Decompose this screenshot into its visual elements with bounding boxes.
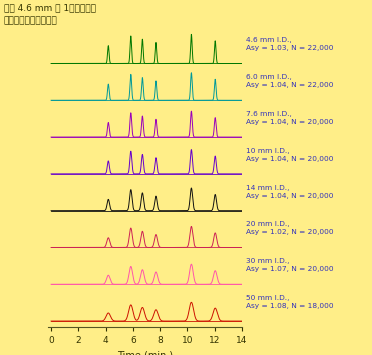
Text: 内径 4.6 mm を 1とした時の
サンプル負荷量の比較: 内径 4.6 mm を 1とした時の サンプル負荷量の比較	[4, 4, 96, 25]
Text: 7.6 mm I.D.,
Asy = 1.04, N = 20,000: 7.6 mm I.D., Asy = 1.04, N = 20,000	[246, 111, 333, 125]
Text: 50 mm I.D.,
Asy = 1.08, N = 18,000: 50 mm I.D., Asy = 1.08, N = 18,000	[246, 295, 333, 309]
Text: 4.6 mm I.D.,
Asy = 1.03, N = 22,000: 4.6 mm I.D., Asy = 1.03, N = 22,000	[246, 37, 333, 51]
Text: 6.0 mm I.D.,
Asy = 1.04, N = 22,000: 6.0 mm I.D., Asy = 1.04, N = 22,000	[246, 74, 333, 88]
X-axis label: Time (min.): Time (min.)	[117, 350, 173, 355]
Text: 10 mm I.D.,
Asy = 1.04, N = 20,000: 10 mm I.D., Asy = 1.04, N = 20,000	[246, 148, 333, 162]
Text: 30 mm I.D.,
Asy = 1.07, N = 20,000: 30 mm I.D., Asy = 1.07, N = 20,000	[246, 258, 333, 272]
Text: 14 mm I.D.,
Asy = 1.04, N = 20,000: 14 mm I.D., Asy = 1.04, N = 20,000	[246, 185, 333, 198]
Text: 20 mm I.D.,
Asy = 1.02, N = 20,000: 20 mm I.D., Asy = 1.02, N = 20,000	[246, 222, 333, 235]
